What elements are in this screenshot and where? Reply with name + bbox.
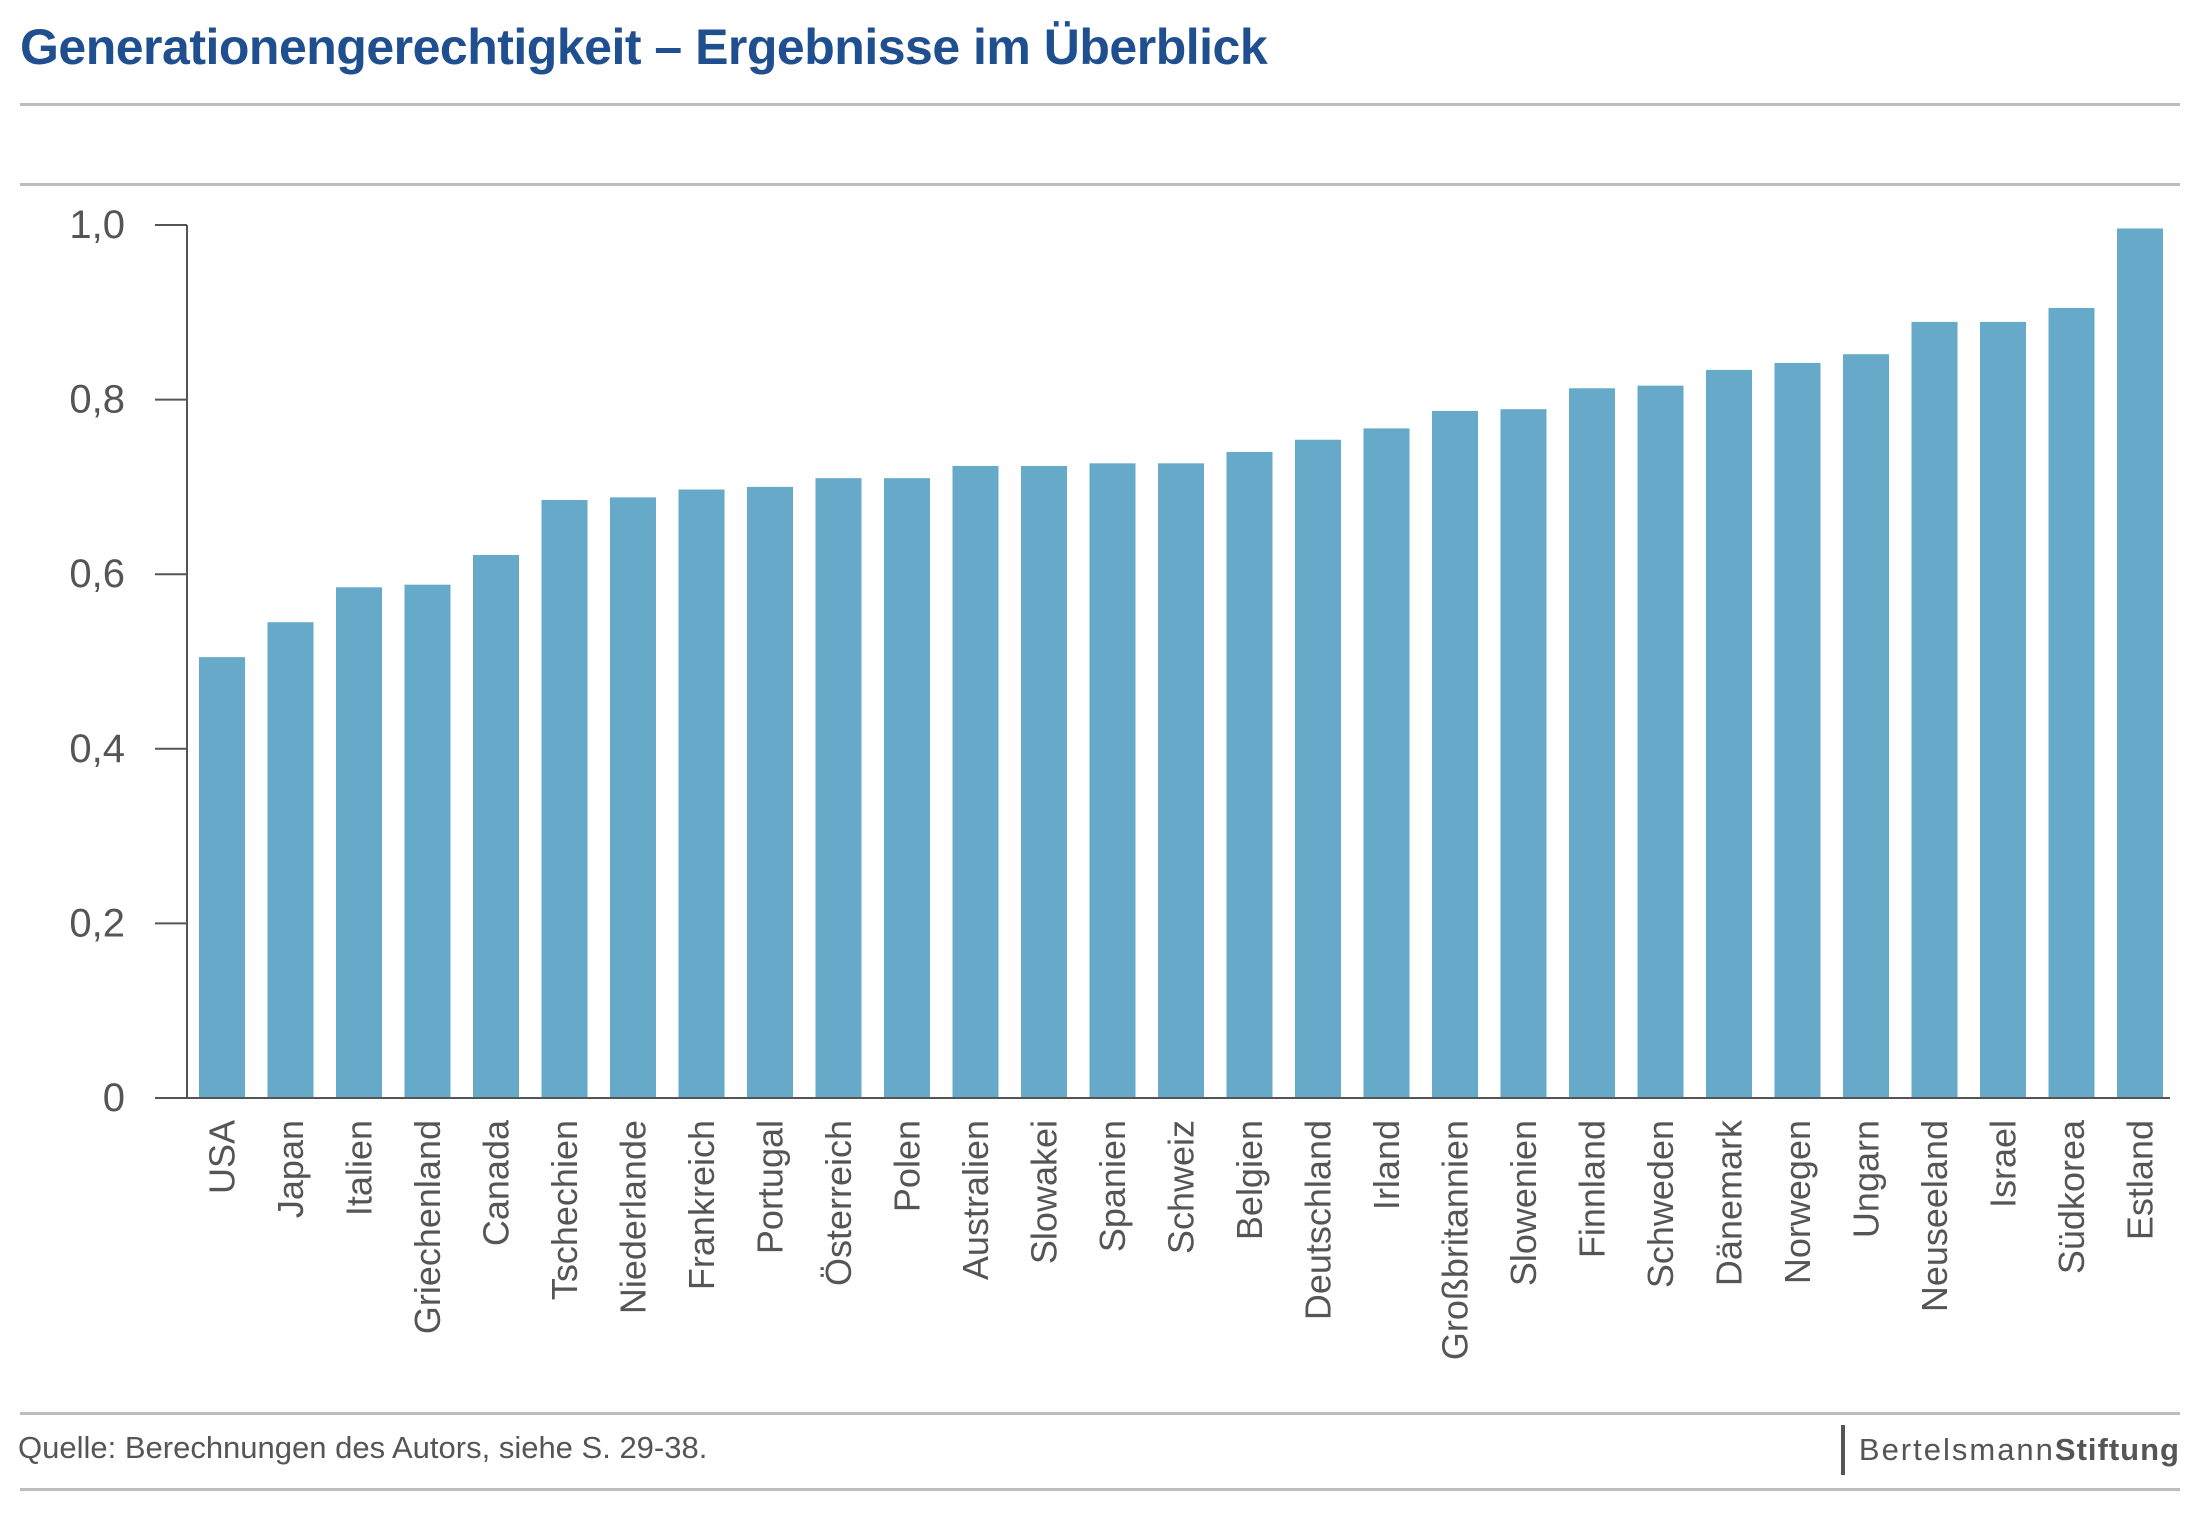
x-category-label-3: Griechenland bbox=[407, 1120, 448, 1334]
y-tick-label-1: 0,2 bbox=[69, 901, 125, 945]
x-category-label-5: Tschechien bbox=[544, 1120, 585, 1300]
x-category-label-9: Österreich bbox=[818, 1120, 859, 1286]
bar-11 bbox=[952, 465, 999, 1098]
bar-24 bbox=[1843, 354, 1889, 1099]
x-category-label-28: Estland bbox=[2120, 1120, 2161, 1240]
x-category-label-6: Niederlande bbox=[613, 1120, 654, 1314]
bar-17 bbox=[1363, 428, 1410, 1098]
y-tick-label-5: 1,0 bbox=[69, 203, 125, 247]
y-tick-label-4: 0,8 bbox=[69, 378, 125, 422]
bar-5 bbox=[541, 499, 588, 1098]
footer-bottom-rule bbox=[20, 1488, 2180, 1491]
x-category-label-16: Deutschland bbox=[1298, 1120, 1339, 1320]
bar-25 bbox=[1911, 321, 1958, 1098]
bar-14 bbox=[1158, 463, 1204, 1099]
x-category-label-12: Slowakei bbox=[1024, 1120, 1065, 1264]
bar-13 bbox=[1089, 463, 1136, 1099]
x-category-label-27: Südkorea bbox=[2051, 1119, 2092, 1274]
y-tick-label-0: 0 bbox=[103, 1076, 125, 1120]
x-category-label-24: Ungarn bbox=[1846, 1120, 1887, 1238]
x-category-label-2: Italien bbox=[339, 1120, 380, 1216]
y-tick-label-3: 0,6 bbox=[69, 552, 125, 596]
x-category-label-11: Australien bbox=[955, 1120, 996, 1280]
bar-2 bbox=[336, 587, 382, 1098]
footer-top-rule bbox=[20, 1412, 2180, 1415]
bar-chart: 0 0,2 0,4 0,6 0,8 1,0 USA Japan Italien Griechenl… bbox=[69, 203, 2170, 1360]
bar-22 bbox=[1706, 369, 1752, 1099]
x-category-label-4: Canada bbox=[476, 1119, 517, 1246]
bar-16 bbox=[1295, 439, 1341, 1098]
x-category-label-22: Dänemark bbox=[1709, 1119, 1750, 1286]
bar-1 bbox=[267, 622, 314, 1098]
bar-10 bbox=[884, 478, 930, 1098]
bar-9 bbox=[815, 478, 862, 1098]
bar-4 bbox=[473, 554, 519, 1098]
bar-27 bbox=[2048, 307, 2095, 1098]
bar-3 bbox=[404, 584, 451, 1098]
bar-7 bbox=[678, 489, 725, 1098]
bar-0 bbox=[199, 657, 245, 1098]
bar-28 bbox=[2117, 228, 2163, 1098]
x-category-label-8: Portugal bbox=[750, 1120, 791, 1254]
bar-23 bbox=[1774, 362, 1821, 1099]
x-category-label-20: Finnland bbox=[1572, 1120, 1613, 1258]
x-category-label-0: USA bbox=[202, 1120, 243, 1194]
bar-26 bbox=[1980, 321, 2026, 1098]
y-tick-label-2: 0,4 bbox=[69, 727, 125, 771]
bar-18 bbox=[1432, 410, 1478, 1099]
chart-top-rule bbox=[20, 183, 2180, 186]
x-category-label-14: Schweiz bbox=[1161, 1120, 1202, 1254]
x-category-label-21: Schweden bbox=[1640, 1120, 1681, 1288]
x-category-label-15: Belgien bbox=[1229, 1120, 1270, 1240]
source-note: Quelle: Berechnungen des Autors, siehe S… bbox=[18, 1430, 708, 1465]
x-category-label-1: Japan bbox=[270, 1120, 311, 1218]
x-category-label-25: Neuseeland bbox=[1914, 1120, 1955, 1312]
bar-8 bbox=[747, 486, 793, 1098]
chart-title: Generationengerechtigkeit – Ergebnisse i… bbox=[20, 19, 1268, 75]
brand-name-light: Bertelsmann bbox=[1858, 1432, 2055, 1467]
x-category-label-7: Frankreich bbox=[681, 1120, 722, 1290]
x-category-label-13: Spanien bbox=[1092, 1120, 1133, 1252]
bar-21 bbox=[1637, 385, 1684, 1099]
bar-12 bbox=[1021, 465, 1067, 1098]
x-category-label-10: Polen bbox=[887, 1120, 928, 1212]
bar-15 bbox=[1226, 451, 1273, 1099]
brand-name-strong: Stiftung bbox=[2054, 1432, 2180, 1467]
brand-divider bbox=[1840, 1425, 1845, 1475]
x-category-label-23: Norwegen bbox=[1777, 1120, 1818, 1284]
title-rule bbox=[20, 103, 2180, 106]
bar-19 bbox=[1500, 409, 1547, 1098]
x-category-label-17: Irland bbox=[1366, 1120, 1407, 1210]
x-category-label-26: Israel bbox=[1983, 1120, 2024, 1208]
brand-logo: Bertelsmann Stiftung bbox=[1840, 1425, 2180, 1475]
bar-6 bbox=[610, 497, 656, 1099]
x-category-label-18: Großbritannien bbox=[1435, 1120, 1476, 1360]
bar-20 bbox=[1569, 388, 1615, 1099]
x-category-label-19: Slowenien bbox=[1503, 1120, 1544, 1286]
